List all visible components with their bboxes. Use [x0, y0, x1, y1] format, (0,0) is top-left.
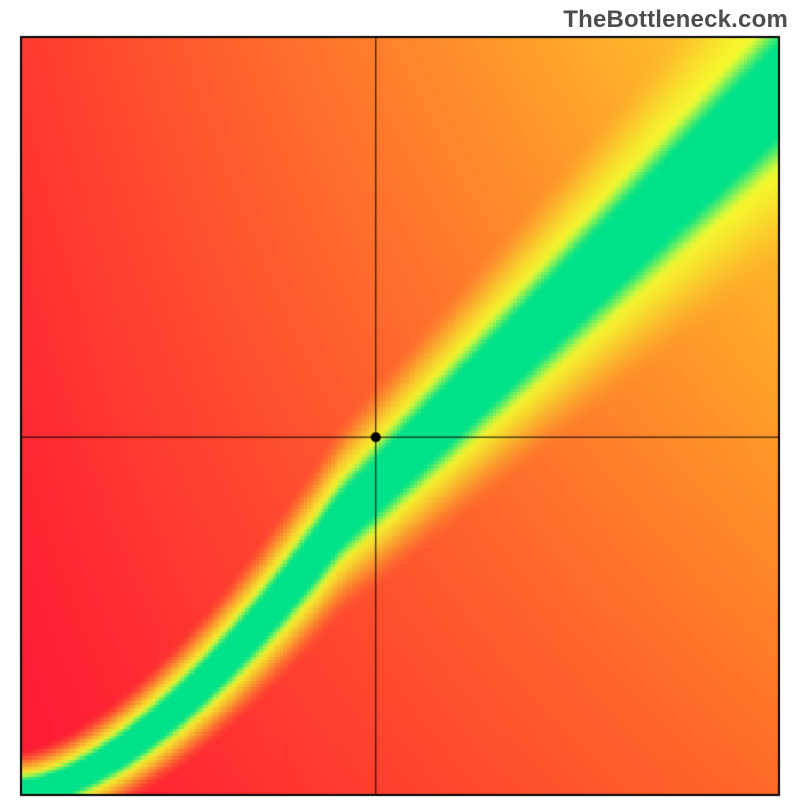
watermark-label: TheBottleneck.com: [563, 6, 788, 34]
chart-stage: TheBottleneck.com: [0, 0, 800, 800]
bottleneck-heatmap: [0, 0, 800, 800]
